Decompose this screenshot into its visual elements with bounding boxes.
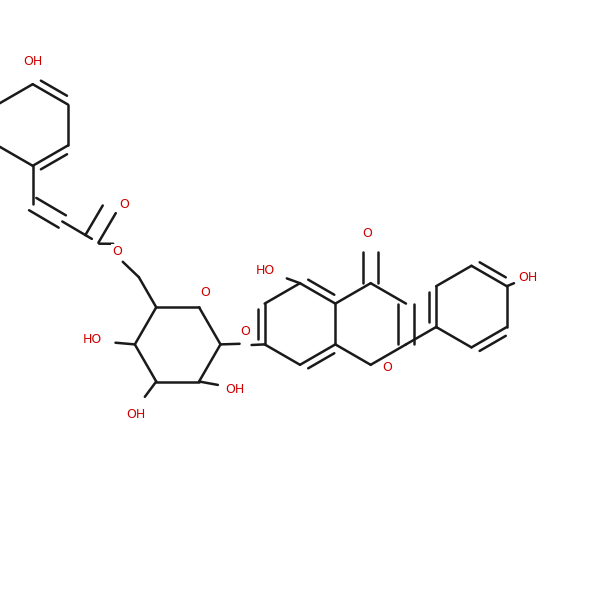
Text: O: O [112,245,122,257]
Text: O: O [363,227,373,241]
Text: OH: OH [225,383,244,396]
Text: O: O [383,361,392,374]
Text: OH: OH [23,55,43,68]
Text: HO: HO [256,263,275,277]
Text: HO: HO [83,332,103,346]
Text: O: O [119,198,129,211]
Text: OH: OH [126,409,145,421]
Text: O: O [200,286,210,299]
Text: O: O [241,325,251,338]
Text: OH: OH [518,271,538,284]
